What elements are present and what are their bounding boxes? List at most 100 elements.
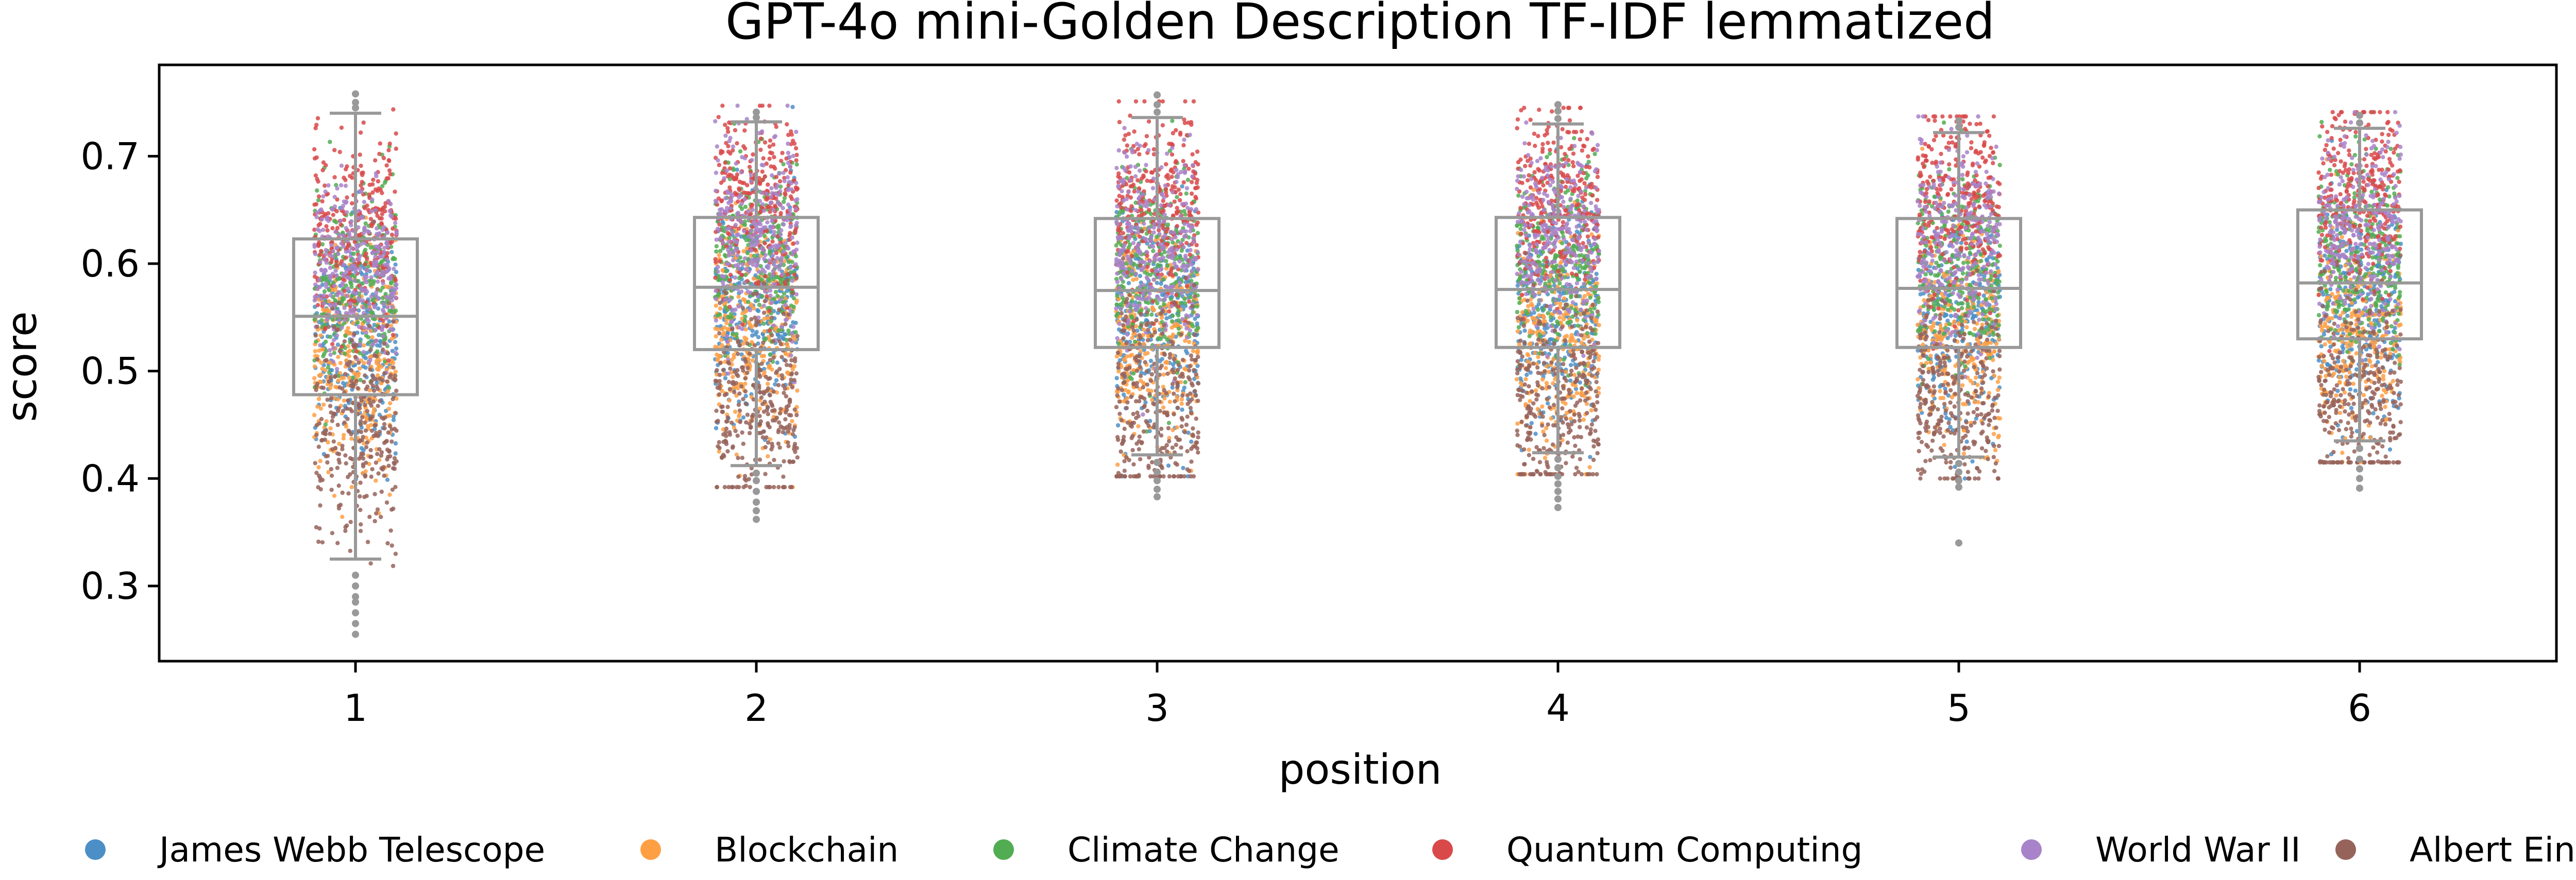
strip-point [727,278,733,283]
strip-point [1165,360,1170,365]
strip-point [384,295,389,300]
strip-point [723,430,728,435]
strip-point [725,405,730,409]
strip-point [393,308,398,313]
strip-point [348,407,353,411]
strip-point [781,474,786,479]
strip-point [351,251,356,256]
strip-point [786,202,791,207]
strip-point [1165,264,1170,268]
strip-point [723,160,727,165]
strip-point [316,198,321,202]
strip-point [312,376,317,381]
strip-point [719,337,724,342]
strip-point [376,279,380,284]
strip-point [334,264,339,268]
strip-point [374,327,378,332]
strip-point [772,155,776,160]
strip-point [388,202,393,206]
strip-point [335,342,341,347]
strip-point [739,219,744,225]
strip-point [1137,152,1142,157]
strip-point [1189,207,1194,212]
strip-point [339,241,344,246]
strip-point [374,338,378,343]
strip-point [793,320,798,325]
strip-point [780,272,785,277]
strip-point [1194,186,1198,191]
strip-point [315,116,320,120]
strip-point [791,153,796,159]
strip-point [761,340,766,345]
strip-point [387,209,392,214]
strip-point [759,361,764,366]
strip-point [370,467,375,472]
strip-point [736,199,740,204]
strip-point [320,438,325,442]
strip-point [781,222,786,227]
strip-point [351,310,355,315]
strip-point [713,119,718,124]
strip-point [326,470,331,475]
strip-point [369,474,374,479]
strip-point [319,207,324,212]
strip-point [755,262,760,267]
strip-point [349,223,353,228]
strip-point [350,338,354,342]
strip-point [788,308,793,313]
strip-point [718,301,722,305]
strip-point [359,163,363,168]
strip-point [361,452,366,457]
strip-point [718,236,723,241]
strip-point [1178,192,1183,197]
strip-point [317,421,322,426]
strip-point [756,308,761,314]
strip-point [1172,199,1177,204]
strip-point [1164,162,1168,167]
strip-point [716,265,720,269]
strip-point [715,313,720,318]
strip-point [352,239,357,244]
strip-point [766,316,770,320]
strip-point [721,240,725,245]
strip-point [790,279,795,283]
strip-point [1131,278,1136,282]
strip-point [379,453,384,458]
strip-point [374,384,379,389]
strip-point [739,170,743,175]
strip-point [1133,164,1138,169]
strip-point [325,398,330,402]
strip-point [332,204,337,209]
strip-point [317,373,321,378]
strip-point [352,332,357,336]
strip-point [351,382,356,387]
strip-point [380,296,385,300]
strip-point [767,144,772,149]
strip-point [329,473,334,478]
strip-point [714,237,719,242]
strip-point [329,395,334,401]
strip-point [793,185,799,190]
strip-point [1151,147,1156,152]
strip-point [1183,380,1188,385]
strip-point [342,305,347,310]
strip-point [761,409,767,414]
strip-point [325,454,330,458]
strip-point [771,323,776,328]
strip-point [768,288,773,293]
strip-point [728,206,733,211]
strip-point [774,125,779,129]
strip-point [364,280,369,285]
strip-point [774,378,779,383]
strip-point [390,349,395,353]
strip-point [318,343,323,348]
strip-point [323,422,328,427]
strip-point [1138,273,1142,279]
strip-point [739,193,743,198]
strip-point [382,473,386,478]
strip-point [370,310,375,315]
strip-point [794,158,799,163]
strip-point [747,233,752,238]
strip-point [390,304,395,309]
